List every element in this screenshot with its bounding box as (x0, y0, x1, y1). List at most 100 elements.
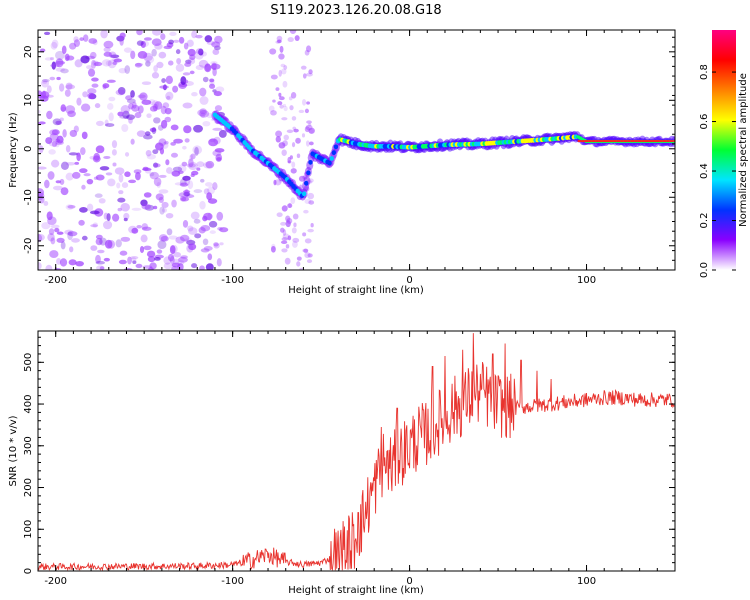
colorbar-ticks: 0.0 0.2 0.4 0.6 0.8 (699, 64, 736, 278)
noise-blob (154, 257, 161, 261)
noise-blob (38, 262, 42, 270)
noise-blob (104, 239, 113, 249)
noise-blob (308, 127, 315, 134)
noise-blob (178, 36, 185, 44)
noise-blob (103, 257, 110, 262)
noise-blob (134, 112, 142, 119)
noise-blob (153, 65, 158, 73)
noise-blob (213, 242, 219, 247)
noise-blob (60, 104, 67, 112)
noise-blob (175, 49, 181, 55)
noise-blob (144, 204, 155, 211)
noise-blob (285, 220, 291, 228)
noise-blob (83, 173, 91, 177)
noise-blob (52, 118, 62, 126)
noise-blob (90, 245, 98, 251)
noise-blob (159, 85, 169, 89)
noise-blob (79, 37, 85, 41)
noise-blob (292, 237, 300, 243)
noise-blob (178, 256, 188, 263)
y-tick-label: 300 (23, 436, 34, 455)
signal-ridge (634, 140, 638, 143)
noise-blob (81, 235, 88, 241)
noise-blob (123, 217, 128, 222)
noise-blob (165, 91, 174, 101)
noise-blob (306, 259, 313, 264)
noise-blob (187, 57, 196, 65)
noise-blob (151, 48, 157, 57)
noise-blob (307, 228, 314, 233)
noise-blob (291, 227, 297, 234)
noise-blob (209, 138, 216, 143)
noise-blob (87, 88, 97, 95)
noise-blob (120, 105, 130, 114)
noise-blob (173, 138, 183, 144)
noise-blob (142, 167, 152, 171)
noise-blob (209, 230, 216, 234)
noise-blob (171, 265, 178, 270)
signal-ridge (588, 140, 592, 143)
noise-blob (73, 36, 79, 43)
colorbar-gradient (712, 30, 736, 270)
y-tick-label: 500 (23, 353, 34, 372)
noise-blob (216, 211, 224, 221)
noise-blob (203, 161, 213, 169)
noise-blob (282, 103, 287, 108)
y-tick-label: 200 (23, 478, 34, 497)
noise-blob (55, 180, 61, 184)
spectrogram-ylabel: Frequency (Hz) (8, 112, 19, 188)
signal-ridge (662, 140, 667, 143)
noise-blob (124, 152, 130, 157)
noise-blob (190, 173, 195, 178)
noise-blob (45, 264, 53, 270)
noise-blob (202, 238, 209, 246)
noise-blob (298, 109, 305, 114)
noise-blob (102, 83, 110, 89)
x-tick-label: -200 (44, 576, 67, 587)
noise-blob (203, 246, 213, 251)
noise-blob (296, 261, 301, 267)
noise-blob (149, 172, 155, 177)
noise-blob (219, 242, 224, 246)
noise-blob (295, 137, 301, 144)
noise-blob (83, 34, 89, 42)
noise-blob (41, 222, 51, 230)
noise-blob (173, 251, 181, 258)
noise-blob (80, 103, 91, 112)
noise-blob (95, 254, 101, 264)
noise-blob (79, 168, 88, 174)
noise-blob (43, 200, 49, 206)
noise-blob (203, 212, 213, 221)
noise-blob (176, 58, 182, 65)
signal-ridge (655, 140, 660, 143)
noise-blob (123, 47, 132, 53)
noise-blob (65, 204, 74, 210)
noise-blob (48, 228, 55, 236)
noise-blob (118, 173, 124, 183)
noise-blob (292, 240, 298, 248)
noise-blob (46, 85, 52, 94)
noise-blob (147, 256, 156, 263)
noise-blob (156, 249, 163, 254)
noise-blob (131, 104, 140, 112)
noise-blob (183, 190, 191, 194)
colorbar-tick-label: 0.0 (699, 262, 710, 278)
x-tick-label: -200 (44, 275, 67, 286)
noise-blob (198, 48, 204, 56)
noise-blob (170, 141, 176, 146)
noise-blob (132, 260, 137, 265)
noise-blob (114, 167, 125, 175)
noise-blob (65, 82, 73, 90)
noise-blob (137, 105, 144, 114)
noise-blob (287, 203, 293, 209)
noise-blob (186, 163, 196, 168)
noise-blob (146, 153, 156, 160)
y-tick-label: -20 (23, 238, 34, 254)
noise-blob (64, 89, 71, 97)
colorbar-tick-label: 0.2 (699, 213, 710, 229)
noise-blob (126, 114, 136, 120)
noise-blob (153, 163, 161, 168)
noise-blob (195, 34, 203, 39)
noise-blob (207, 253, 213, 261)
